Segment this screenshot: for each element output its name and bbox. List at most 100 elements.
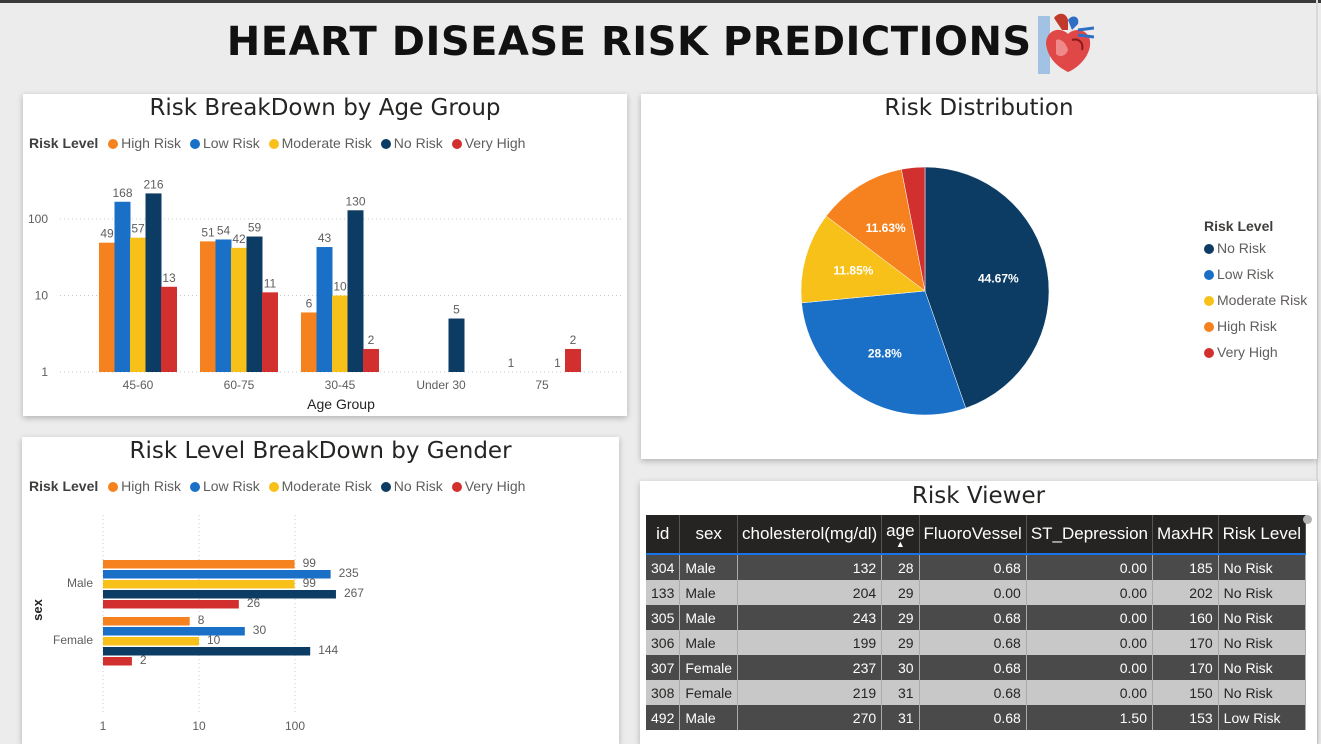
table-cell: 306 — [646, 630, 681, 655]
bar-no-risk[interactable] — [103, 590, 336, 599]
legend-item-moderate-risk[interactable]: Moderate Risk — [268, 478, 372, 494]
bar-high-risk[interactable] — [99, 242, 115, 372]
table-cell: 28 — [881, 554, 920, 580]
data-label: 8 — [198, 613, 205, 627]
pie-slice-very-high[interactable] — [901, 166, 926, 292]
pie-legend-item-very-high[interactable]: Very High — [1204, 344, 1307, 370]
table-cell: Male — [679, 605, 739, 630]
pie-slice-high-risk[interactable] — [825, 168, 926, 292]
legend-dot — [189, 139, 200, 149]
table-cell: 0.68 — [919, 705, 1027, 730]
table-cell: 243 — [737, 605, 883, 630]
bar-low-risk[interactable] — [114, 201, 131, 372]
table-cell: No Risk — [1218, 554, 1307, 580]
legend-item-high-risk[interactable]: High Risk — [108, 478, 181, 494]
table-cell: 29 — [881, 580, 920, 605]
data-label: 99 — [303, 556, 317, 570]
pie-legend-title: Risk Level — [1204, 218, 1274, 234]
gender-chart-card[interactable]: Risk Level BreakDown by Gender Risk Leve… — [22, 437, 619, 744]
bar-very-high[interactable] — [103, 657, 132, 666]
column-header-age[interactable]: age ▲ — [881, 515, 920, 555]
bar-very-high[interactable] — [565, 348, 581, 372]
data-label: 99 — [303, 576, 317, 590]
pie-legend-item-no-risk[interactable]: No Risk — [1204, 240, 1307, 266]
column-header-cholesterol[interactable]: cholesterol(mg/dl) — [737, 515, 883, 555]
column-header-sex[interactable]: sex — [679, 515, 739, 555]
pie-slice-no-risk[interactable] — [924, 166, 1050, 409]
bar-no-risk[interactable] — [246, 236, 263, 372]
y-axis-title: sex — [30, 598, 45, 620]
table-cell: 160 — [1152, 605, 1219, 630]
table-cell: No Risk — [1218, 655, 1307, 680]
data-label: 59 — [248, 221, 262, 235]
table-cell: 0.68 — [919, 655, 1027, 680]
table-row[interactable]: 307 Female 237 30 0.68 0.00 170 No Risk — [646, 655, 1307, 680]
bar-no-risk[interactable] — [347, 210, 364, 372]
data-label: 2 — [570, 333, 577, 347]
bar-no-risk[interactable] — [448, 318, 465, 372]
column-header-id[interactable]: id — [646, 515, 681, 555]
legend-item-no-risk[interactable]: No Risk — [380, 478, 443, 494]
pie-legend-item-high-risk[interactable]: High Risk — [1204, 318, 1307, 344]
legend-item-high-risk[interactable]: High Risk — [108, 135, 181, 151]
bar-very-high[interactable] — [103, 600, 239, 609]
bar-very-high[interactable] — [262, 292, 278, 372]
pie-slice-label: 11.63% — [866, 221, 906, 235]
table-row[interactable]: 304 Male 132 28 0.68 0.00 185 No Risk — [646, 554, 1307, 580]
table-row[interactable]: 306 Male 199 29 0.68 0.00 170 No Risk — [646, 630, 1307, 655]
column-header-maxhr[interactable]: MaxHR — [1152, 515, 1219, 555]
data-label: 267 — [344, 586, 364, 600]
bar-moderate-risk[interactable] — [103, 580, 295, 589]
bar-moderate-risk[interactable] — [332, 295, 348, 373]
legend-item-no-risk[interactable]: No Risk — [380, 135, 443, 151]
age-chart-card[interactable]: Risk BreakDown by Age Group Risk Level H… — [23, 94, 627, 416]
table-row[interactable]: 133 Male 204 29 0.00 0.00 202 No Risk — [646, 580, 1307, 605]
bar-low-risk[interactable] — [103, 570, 331, 579]
table-cell: 305 — [646, 605, 681, 630]
column-header-risk-level[interactable]: Risk Level — [1218, 515, 1307, 555]
legend-item-moderate-risk[interactable]: Moderate Risk — [268, 135, 372, 151]
bar-moderate-risk[interactable] — [103, 637, 199, 646]
data-label: 2 — [368, 333, 375, 347]
bar-no-risk[interactable] — [145, 193, 162, 372]
legend-item-low-risk[interactable]: Low Risk — [189, 135, 260, 151]
column-header-fluorovessel[interactable]: FluoroVessel — [919, 515, 1027, 555]
bar-no-risk[interactable] — [103, 647, 311, 656]
scrollbar-thumb[interactable] — [1303, 515, 1312, 524]
legend-item-low-risk[interactable]: Low Risk — [189, 478, 260, 494]
table-cell: Male — [679, 580, 739, 605]
table-cell: 0.68 — [919, 554, 1027, 580]
bar-low-risk[interactable] — [103, 627, 245, 636]
table-cell: 219 — [737, 680, 883, 705]
table-row[interactable]: 492 Male 270 31 0.68 1.50 153 Low Risk — [646, 705, 1307, 730]
table-cell: 31 — [881, 705, 920, 730]
bar-high-risk[interactable] — [301, 312, 317, 372]
legend-title: Risk Level — [29, 478, 99, 494]
bar-high-risk[interactable] — [103, 617, 190, 626]
bar-high-risk[interactable] — [103, 560, 295, 569]
table-cell: Female — [679, 655, 739, 680]
bar-very-high[interactable] — [363, 348, 379, 372]
bar-low-risk[interactable] — [215, 239, 232, 372]
data-label: 144 — [318, 643, 338, 657]
table-cell: Low Risk — [1218, 705, 1307, 730]
pie-slice-moderate-risk[interactable] — [800, 215, 926, 304]
table-row[interactable]: 308 Female 219 31 0.68 0.00 150 No Risk — [646, 680, 1307, 705]
bar-moderate-risk[interactable] — [130, 237, 146, 372]
table-cell: Male — [679, 630, 739, 655]
bar-very-high[interactable] — [161, 286, 177, 372]
table-row[interactable]: 305 Male 243 29 0.68 0.00 160 No Risk — [646, 605, 1307, 630]
legend-item-very-high[interactable]: Very High — [451, 478, 525, 494]
pie-slice-low-risk[interactable] — [801, 290, 967, 416]
table-cell: 133 — [646, 580, 681, 605]
pie-legend-item-moderate-risk[interactable]: Moderate Risk — [1204, 292, 1307, 318]
bar-moderate-risk[interactable] — [231, 247, 247, 372]
bar-low-risk[interactable] — [316, 247, 333, 372]
column-header-age-label: age — [886, 521, 915, 540]
legend-item-very-high[interactable]: Very High — [451, 135, 525, 151]
table-cell: 30 — [881, 655, 920, 680]
column-header-st-depression[interactable]: ST_Depression — [1026, 515, 1153, 555]
bar-high-risk[interactable] — [200, 241, 216, 372]
table-cell: 185 — [1152, 554, 1219, 580]
pie-legend-item-low-risk[interactable]: Low Risk — [1204, 266, 1307, 292]
